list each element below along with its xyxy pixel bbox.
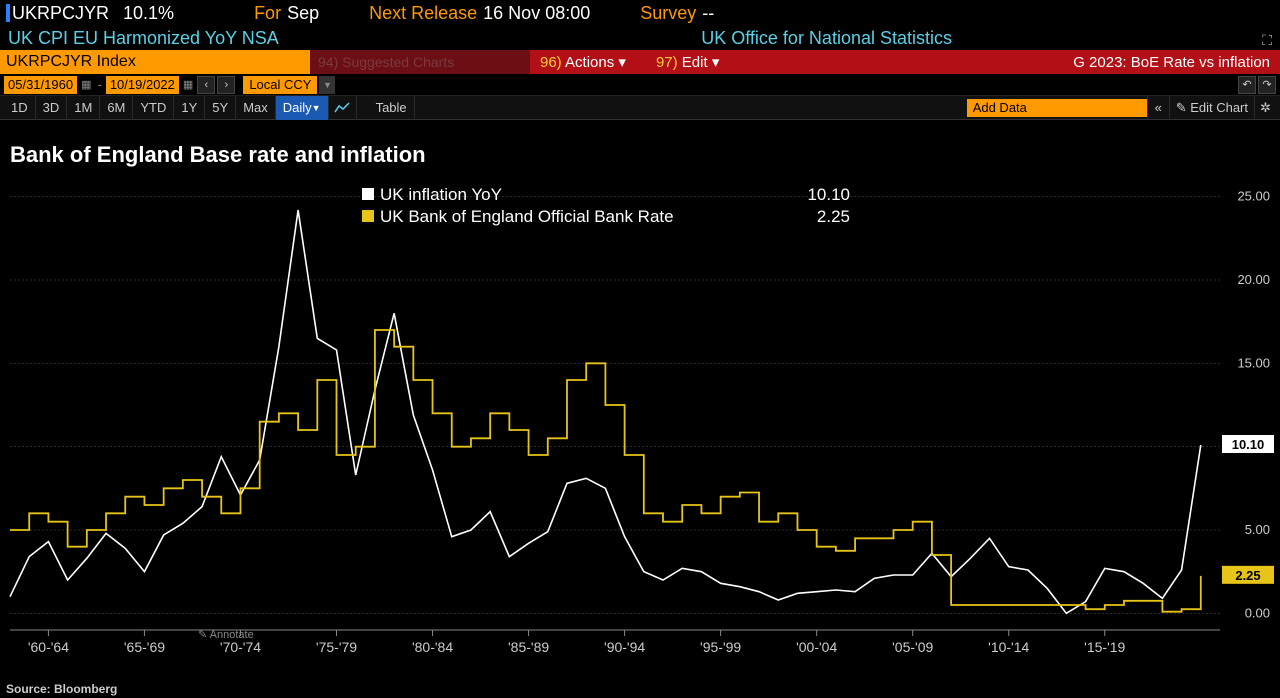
svg-text:'85-'89: '85-'89: [508, 639, 549, 655]
chart-svg: 0.005.0010.0015.0020.0025.00 '60-'64'65-…: [0, 170, 1280, 668]
next-release-value: 16 Nov 08:00: [483, 3, 590, 24]
for-label: For: [254, 3, 281, 24]
svg-text:'00-'04: '00-'04: [796, 639, 837, 655]
svg-text:0.00: 0.00: [1245, 605, 1270, 620]
date-from-input[interactable]: 05/31/1960: [4, 76, 77, 94]
chart-name: G 2023: BoE Rate vs inflation: [1073, 54, 1270, 71]
svg-text:'80-'84: '80-'84: [412, 639, 453, 655]
svg-text:20.00: 20.00: [1237, 272, 1270, 287]
toolbar-redbar: 96) Actions ▾ 97) Edit ▾ G 2023: BoE Rat…: [530, 50, 1280, 74]
subtitle-left: UK CPI EU Harmonized YoY NSA: [8, 28, 279, 49]
svg-text:10.10: 10.10: [1232, 437, 1265, 452]
gear-icon[interactable]: ✲: [1254, 96, 1276, 120]
range-button-5y[interactable]: 5Y: [205, 96, 236, 120]
index-label: UKRPCJYR Index: [6, 53, 136, 71]
range-button-3d[interactable]: 3D: [36, 96, 68, 120]
edit-button[interactable]: 97) Edit ▾: [656, 53, 719, 71]
subtitle-right: UK Office for National Statistics: [701, 28, 952, 49]
svg-text:'75-'79: '75-'79: [316, 639, 357, 655]
svg-text:'70-'74: '70-'74: [220, 639, 261, 655]
date-to-input[interactable]: 10/19/2022: [106, 76, 179, 94]
svg-text:'90-'94: '90-'94: [604, 639, 645, 655]
svg-text:15.00: 15.00: [1237, 355, 1270, 370]
range-button-1d[interactable]: 1D: [4, 96, 36, 120]
redo-button[interactable]: ↷: [1258, 76, 1276, 94]
svg-text:UK Bank of England Official Ba: UK Bank of England Official Bank Rate: [380, 207, 674, 226]
range-button-1y[interactable]: 1Y: [174, 96, 205, 120]
for-value: Sep: [287, 3, 319, 24]
chart-area[interactable]: 0.005.0010.0015.0020.0025.00 '60-'64'65-…: [0, 170, 1280, 668]
calendar-icon[interactable]: ▦: [79, 78, 93, 91]
index-selector[interactable]: UKRPCJYR Index: [0, 50, 310, 74]
currency-selector[interactable]: Local CCY: [243, 76, 317, 94]
range-button-max[interactable]: Max: [236, 96, 276, 120]
svg-text:2.25: 2.25: [1235, 568, 1260, 583]
toolbar-row-dates: 05/31/1960 ▦ - 10/19/2022 ▦ ‹ › Local CC…: [0, 74, 1280, 96]
collapse-icon[interactable]: «: [1147, 96, 1169, 120]
suggested-label: 94) Suggested Charts: [318, 54, 454, 70]
svg-text:10.10: 10.10: [807, 185, 850, 204]
chevron-down-icon[interactable]: ▼: [319, 76, 335, 94]
svg-text:25.00: 25.00: [1237, 189, 1270, 204]
edit-chart-button[interactable]: ✎ Edit Chart: [1169, 96, 1254, 120]
header-row-1: UKRPCJYR 10.1% For Sep Next Release 16 N…: [0, 0, 1280, 26]
range-button-6m[interactable]: 6M: [100, 96, 133, 120]
svg-text:'05-'09: '05-'09: [892, 639, 933, 655]
survey-value: --: [702, 3, 714, 24]
frequency-selector[interactable]: Daily ▼: [276, 96, 329, 120]
toolbar-row-index: UKRPCJYR Index 94) Suggested Charts 96) …: [0, 50, 1280, 74]
source-label: Source: Bloomberg: [6, 682, 117, 696]
chart-title: Bank of England Base rate and inflation: [10, 142, 426, 168]
suggested-charts-button[interactable]: 94) Suggested Charts: [310, 50, 530, 74]
ticker-value: 10.1%: [123, 3, 174, 24]
header-row-2: UK CPI EU Harmonized YoY NSA UK Office f…: [0, 26, 1280, 50]
calendar-icon[interactable]: ▦: [181, 78, 195, 91]
toolbar-row-range: 1D3D1M6MYTD1Y5YMaxDaily ▼ Table Add Data«…: [0, 96, 1280, 120]
svg-text:5.00: 5.00: [1245, 522, 1270, 537]
prev-button[interactable]: ‹: [197, 76, 215, 94]
chart-type-icon[interactable]: [329, 96, 357, 120]
range-button-1m[interactable]: 1M: [67, 96, 100, 120]
svg-text:'65-'69: '65-'69: [124, 639, 165, 655]
add-data-input[interactable]: Add Data: [967, 99, 1147, 117]
svg-text:'60-'64: '60-'64: [28, 639, 69, 655]
svg-text:'10-'14: '10-'14: [988, 639, 1029, 655]
svg-text:'15-'19: '15-'19: [1084, 639, 1125, 655]
next-release-label: Next Release: [369, 3, 477, 24]
svg-text:'95-'99: '95-'99: [700, 639, 741, 655]
table-button[interactable]: Table: [369, 96, 415, 120]
svg-text:UK inflation YoY: UK inflation YoY: [380, 185, 502, 204]
annotate-button[interactable]: ✎ Annotate: [198, 628, 254, 641]
ticker-marker: [6, 4, 10, 22]
undo-button[interactable]: ↶: [1238, 76, 1256, 94]
survey-label: Survey: [640, 3, 696, 24]
actions-button[interactable]: 96) Actions ▾: [540, 53, 626, 71]
range-button-ytd[interactable]: YTD: [133, 96, 174, 120]
expand-icon[interactable]: ⛶: [1262, 32, 1272, 49]
svg-text:2.25: 2.25: [817, 207, 850, 226]
next-button[interactable]: ›: [217, 76, 235, 94]
ticker-code: UKRPCJYR: [12, 3, 109, 24]
